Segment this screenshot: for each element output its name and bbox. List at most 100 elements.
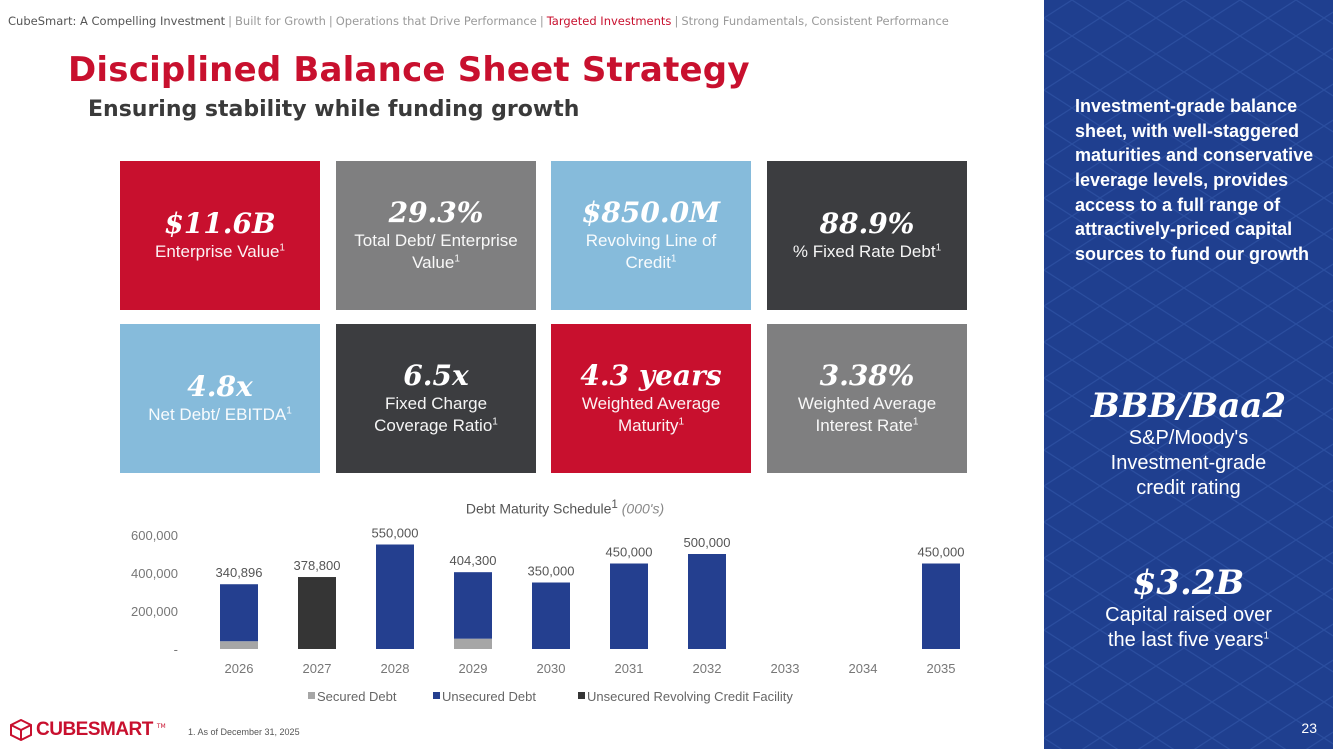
legend-label: Unsecured Revolving Credit Facility — [587, 689, 793, 704]
breadcrumb-item[interactable]: Built for Growth — [235, 14, 326, 28]
y-tick-label: 400,000 — [131, 566, 178, 581]
legend-swatch — [578, 692, 585, 699]
x-tick-label: 2031 — [615, 661, 644, 676]
bar-segment — [454, 638, 492, 649]
data-label: 450,000 — [606, 545, 653, 560]
chart-title-main: Debt Maturity Schedule — [465, 500, 612, 517]
page-title: Disciplined Balance Sheet Strategy — [68, 50, 750, 90]
sidebar-summary: Investment-grade balance sheet, with wel… — [1075, 96, 1314, 264]
breadcrumb-separator: | — [228, 14, 233, 28]
page-number: 23 — [1301, 720, 1317, 736]
cube-logo-icon — [10, 719, 32, 741]
credit-rating-label-3: credit rating — [1136, 477, 1241, 499]
x-tick-label: 2027 — [303, 661, 332, 676]
metric-label: Enterprise Value1 — [155, 241, 285, 263]
metric-tile: $11.6B Enterprise Value1 — [120, 161, 320, 310]
logo-wordmark: CUBESMART — [36, 719, 153, 740]
metric-value: 88.9% — [819, 207, 915, 241]
y-tick-label: - — [174, 642, 178, 657]
metric-tile: 3.38% Weighted Average Interest Rate1 — [767, 324, 967, 473]
metric-label-text: Weighted Average Maturity — [581, 393, 721, 435]
breadcrumb-item[interactable]: Strong Fundamentals, Consistent Performa… — [681, 14, 949, 28]
footnote: 1. As of December 31, 2025 — [188, 727, 300, 737]
metric-tile: 29.3% Total Debt/ Enterprise Value1 — [336, 161, 536, 310]
metric-tiles: $11.6B Enterprise Value1 29.3% Total Debt/ … — [120, 161, 967, 473]
metric-footnote-marker: 1 — [286, 404, 292, 416]
bar-segment — [376, 544, 414, 649]
metric-value: 6.5x — [403, 359, 469, 393]
metric-tile: 6.5x Fixed Charge Coverage Ratio1 — [336, 324, 536, 473]
x-tick-label: 2032 — [693, 661, 722, 676]
capital-raised-label-1: Capital raised over — [1105, 604, 1272, 626]
metric-label-text: Net Debt/ EBITDA — [148, 404, 287, 424]
data-label: 550,000 — [372, 526, 419, 541]
metric-label-text: Total Debt/ Enterprise Value — [354, 230, 518, 272]
metric-value: 3.38% — [819, 359, 915, 393]
capital-raised-note: 1 — [1263, 630, 1270, 642]
data-label: 500,000 — [684, 535, 731, 550]
capital-raised-label-2-text: the last five years — [1107, 629, 1264, 651]
metric-value: 29.3% — [388, 196, 484, 230]
metric-value: $11.6B — [164, 207, 276, 241]
breadcrumb-item[interactable]: Operations that Drive Performance — [335, 14, 537, 28]
metric-label: Weighted Average Maturity1 — [561, 393, 741, 437]
metric-label: % Fixed Rate Debt1 — [793, 241, 941, 263]
legend-swatch — [308, 692, 315, 699]
metric-value: $850.0M — [581, 196, 721, 230]
metric-footnote-marker: 1 — [912, 415, 919, 427]
capital-raised-label-2: the last five years1 — [1044, 628, 1333, 653]
credit-rating-stat: BBB/Baa2 S&P/Moody's Investment-grade cr… — [1044, 386, 1333, 501]
page-subtitle: Ensuring stability while funding growth — [88, 97, 580, 122]
logo-trademark: TM — [156, 723, 166, 730]
capital-raised-stat: $3.2B Capital raised over the last five … — [1044, 563, 1333, 653]
metric-tile: $850.0M Revolving Line of Credit1 — [551, 161, 751, 310]
metric-footnote-marker: 1 — [279, 241, 285, 253]
bar-segment — [688, 554, 726, 649]
credit-rating-label-1: S&P/Moody's — [1128, 427, 1249, 449]
x-tick-label: 2028 — [381, 661, 410, 676]
cubesmart-logo: CUBESMART TM — [10, 719, 166, 741]
breadcrumb: CubeSmart: A Compelling Investment | Built… — [8, 14, 949, 28]
bar-segment — [220, 584, 258, 642]
data-label: 450,000 — [918, 545, 965, 560]
diamond-pattern-background — [1044, 0, 1333, 749]
metric-footnote-marker: 1 — [935, 241, 942, 253]
breadcrumb-separator: | — [539, 14, 544, 28]
metric-label-text: Fixed Charge Coverage Ratio — [374, 393, 493, 435]
bar-segment — [610, 563, 648, 649]
chart-title: Debt Maturity Schedule1 (000's) — [330, 498, 800, 517]
metric-label: Weighted Average Interest Rate1 — [777, 393, 957, 437]
metric-label-text: Enterprise Value — [155, 241, 280, 261]
metric-footnote-marker: 1 — [454, 252, 460, 264]
credit-rating-value: BBB/Baa2 — [1090, 386, 1287, 426]
data-label: 378,800 — [294, 558, 341, 573]
chart-title-units: (000's) — [621, 500, 665, 517]
legend-label: Secured Debt — [317, 689, 397, 704]
data-label: 350,000 — [528, 564, 575, 579]
x-tick-label: 2029 — [459, 661, 488, 676]
bar-segment — [454, 572, 492, 639]
metric-label-text: Weighted Average Interest Rate — [797, 393, 937, 435]
metric-label: Net Debt/ EBITDA1 — [148, 404, 292, 426]
legend-swatch — [433, 692, 440, 699]
metric-label: Revolving Line of Credit1 — [561, 230, 741, 274]
metric-tile: 88.9%% Fixed Rate Debt1 — [767, 161, 967, 310]
metric-value: 4.3 years — [580, 359, 722, 393]
y-tick-label: 200,000 — [131, 604, 178, 619]
debt-maturity-chart: - 200,000 400,000 600,000 340,896 2026 378,800… — [131, 526, 965, 705]
breadcrumb-item[interactable]: CubeSmart: A Compelling Investment — [8, 14, 226, 28]
bar-segment — [532, 582, 570, 649]
metric-footnote-marker: 1 — [678, 415, 685, 427]
data-label: 404,300 — [450, 553, 497, 568]
metric-tile: 4.8x Net Debt/ EBITDA1 — [120, 324, 320, 473]
metric-value: 4.8x — [187, 370, 253, 404]
metric-label-text: % Fixed Rate Debt — [792, 241, 936, 261]
breadcrumb-item[interactable]: Targeted Investments — [546, 14, 672, 28]
data-label: 340,896 — [216, 565, 263, 580]
metric-footnote-marker: 1 — [670, 252, 677, 264]
credit-rating-label-2: Investment-grade — [1110, 452, 1267, 474]
x-tick-label: 2035 — [927, 661, 956, 676]
metric-label-text: Revolving Line of Credit — [585, 230, 717, 272]
x-tick-label: 2030 — [537, 661, 566, 676]
legend-label: Unsecured Debt — [442, 689, 536, 704]
